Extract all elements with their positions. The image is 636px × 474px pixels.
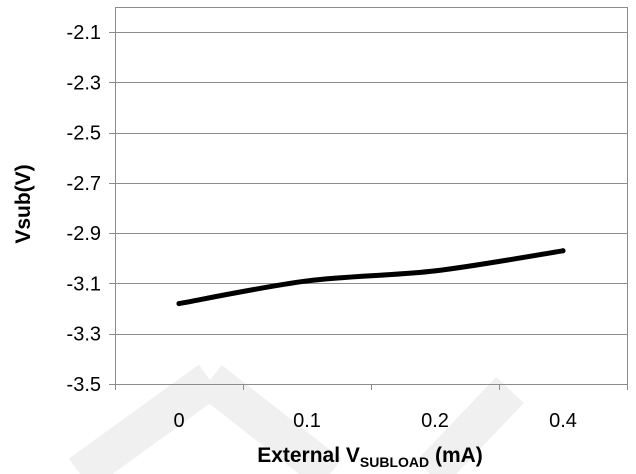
series-line-0 [176, 248, 566, 307]
x-axis-title-subscript: SUBLOAD [360, 454, 429, 470]
series-layer [176, 248, 566, 307]
grid-lines [115, 32, 627, 335]
x-tick-label-2: 0.2 [421, 410, 449, 432]
data-point-0-2 [432, 268, 438, 274]
x-axis-title-suffix: (mA) [429, 444, 483, 467]
x-axis-title: External VSUBLOAD (mA) [257, 444, 483, 470]
x-tick-label-0: 0 [173, 410, 184, 432]
watermark-stroke-1 [198, 365, 342, 474]
y-tick-label-3: -2.9 [67, 223, 101, 245]
x-axis-title-prefix: External V [257, 444, 360, 467]
y-tick-label-7: -2.1 [67, 22, 101, 44]
x-tick-label-3: 0.4 [549, 410, 577, 432]
x-tick-labels: 0 0.1 0.2 0.4 [173, 410, 576, 432]
y-tick-label-6: -2.3 [67, 72, 101, 94]
y-tick-label-1: -3.3 [67, 324, 101, 346]
watermark-stroke-2 [416, 376, 524, 474]
data-point-0-0 [176, 301, 182, 307]
x-tick-label-1: 0.1 [293, 410, 321, 432]
axes [109, 7, 628, 390]
y-axis-title: Vsub(V) [12, 164, 35, 243]
y-tick-label-5: -2.5 [67, 123, 101, 145]
plot-frame [115, 7, 628, 385]
y-tick-label-2: -3.1 [67, 273, 101, 295]
data-point-0-1 [304, 278, 310, 284]
y-tick-labels: -3.5 -3.3 -3.1 -2.9 -2.7 -2.5 -2.3 -2.1 [67, 22, 101, 396]
data-point-0-3 [560, 248, 566, 254]
y-tick-label-0: -3.5 [67, 374, 101, 396]
y-tick-label-4: -2.7 [67, 173, 101, 195]
watermark-stroke-0 [68, 364, 222, 474]
watermark [68, 364, 524, 474]
